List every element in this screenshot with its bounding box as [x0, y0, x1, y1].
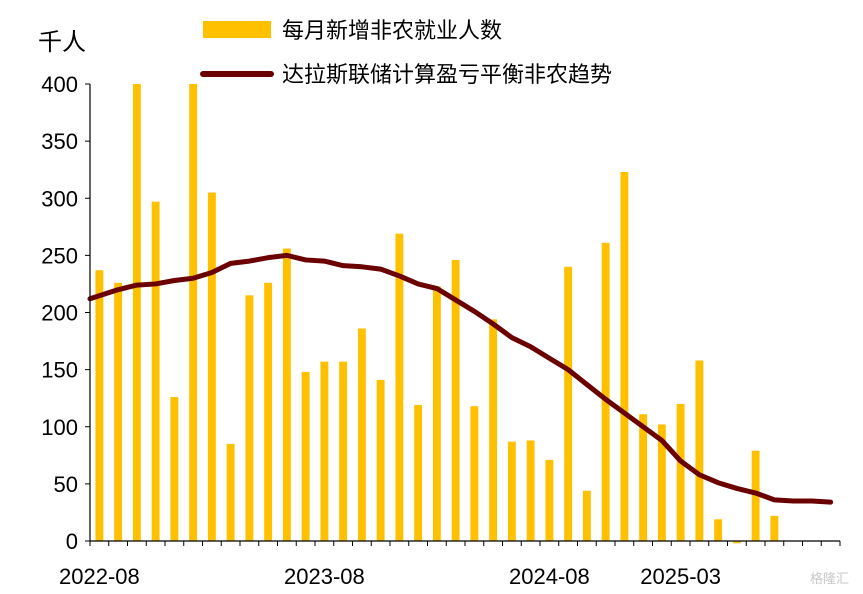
legend-line-label: 达拉斯联储计算盈亏平衡非农趋势 — [282, 63, 612, 88]
y-tick-label: 150 — [41, 358, 78, 383]
y-tick-label: 200 — [41, 301, 78, 326]
bar — [414, 405, 423, 541]
bar — [151, 201, 160, 541]
bar — [357, 328, 366, 541]
bar — [601, 242, 610, 541]
legend-bar-label: 每月新增非农就业人数 — [282, 19, 502, 44]
bar — [582, 490, 591, 541]
bar — [432, 286, 441, 541]
bar — [732, 541, 741, 544]
bar — [751, 450, 760, 541]
bar — [657, 424, 666, 541]
bar — [226, 443, 235, 541]
y-tick-label: 400 — [41, 72, 78, 97]
bar — [695, 360, 704, 541]
bar — [95, 270, 104, 541]
bar — [451, 259, 460, 541]
bar — [189, 84, 198, 541]
bar — [339, 361, 348, 541]
bar — [714, 519, 723, 541]
y-tick-label: 250 — [41, 243, 78, 268]
bar — [301, 371, 310, 541]
x-tick-label: 2022-08 — [59, 564, 140, 589]
x-tick-label: 2023-08 — [284, 564, 365, 589]
bar — [639, 414, 648, 541]
legend-bar-swatch — [203, 21, 271, 38]
bar — [245, 295, 254, 541]
watermark-text: 格隆汇 — [810, 571, 849, 587]
bar — [770, 515, 779, 541]
bar — [526, 440, 535, 541]
trend-line — [87, 252, 834, 505]
y-tick-label: 100 — [41, 415, 78, 440]
y-tick-label: 50 — [54, 472, 78, 497]
bar — [282, 248, 291, 541]
bar-series — [95, 84, 779, 544]
y-axis-unit-label: 千人 — [38, 28, 86, 56]
bar — [470, 406, 479, 541]
bar — [207, 192, 216, 542]
bar — [545, 459, 554, 541]
bar — [132, 84, 141, 541]
bar — [170, 397, 179, 541]
bar — [507, 441, 516, 541]
bar — [564, 266, 573, 541]
bar — [620, 171, 629, 541]
x-tick-label: 2025-03 — [640, 564, 721, 589]
bar — [264, 282, 273, 541]
x-tick-label: 2024-08 — [509, 564, 590, 589]
y-tick-label: 300 — [41, 186, 78, 211]
bar — [489, 319, 498, 541]
y-tick-label: 350 — [41, 129, 78, 154]
bar — [395, 233, 404, 542]
bar — [376, 379, 385, 541]
axes — [89, 84, 840, 542]
y-tick-label: 0 — [66, 529, 78, 554]
bar — [114, 282, 123, 541]
bar — [676, 403, 685, 541]
x-axis-ticks: 2022-08 2023-08 2024-08 2025-03 — [59, 541, 841, 589]
y-axis-ticks: 0 50 100 150 200 250 300 350 400 — [41, 72, 90, 554]
bar — [320, 361, 329, 541]
trend-series — [87, 252, 834, 505]
legend: 每月新增非农就业人数 达拉斯联储计算盈亏平衡非农趋势 — [200, 19, 612, 88]
